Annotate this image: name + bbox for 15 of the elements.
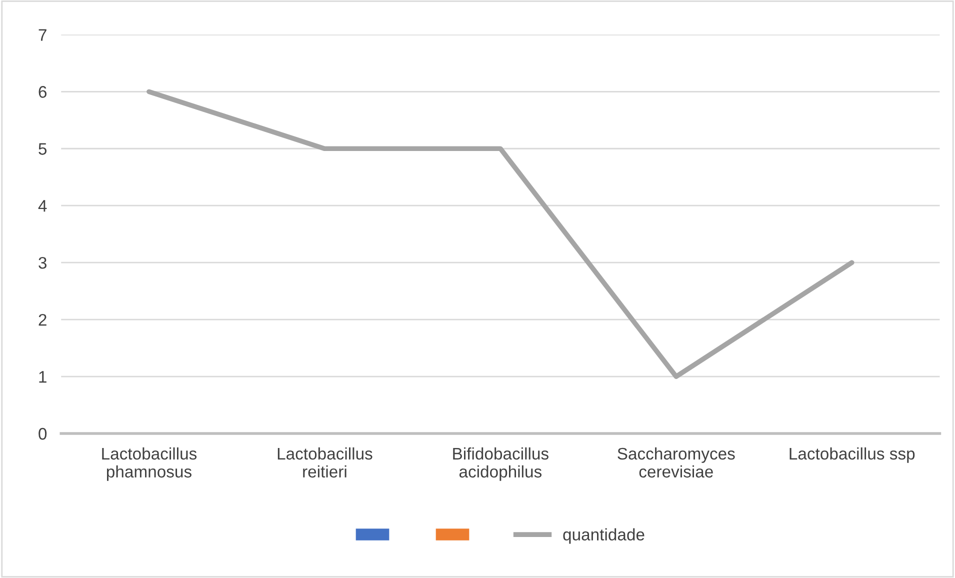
y-tick-label: 7 — [38, 29, 46, 41]
y-tick-label: 0 — [38, 428, 47, 440]
y-tick-label: 2 — [38, 314, 46, 326]
y-tick-label: 6 — [38, 86, 46, 98]
x-tick-label: Saccharomyces cerevisiae — [618, 447, 735, 478]
x-tick-label: Bifidobacillus acidophilus — [453, 447, 548, 481]
x-tick-label: Lactobacillus phamnosus — [102, 447, 197, 481]
x-tick-label: Lactobacillus reitieri — [278, 447, 372, 478]
legend-label: quantidade — [563, 528, 644, 544]
y-tick-label: 5 — [38, 143, 47, 155]
line-series — [146, 89, 854, 379]
x-tick-label: Lactobacillus ssp — [790, 447, 915, 463]
y-tick-label: 4 — [38, 200, 47, 212]
y-tick-label: 1 — [39, 371, 46, 383]
y-tick-label: 3 — [38, 256, 46, 269]
